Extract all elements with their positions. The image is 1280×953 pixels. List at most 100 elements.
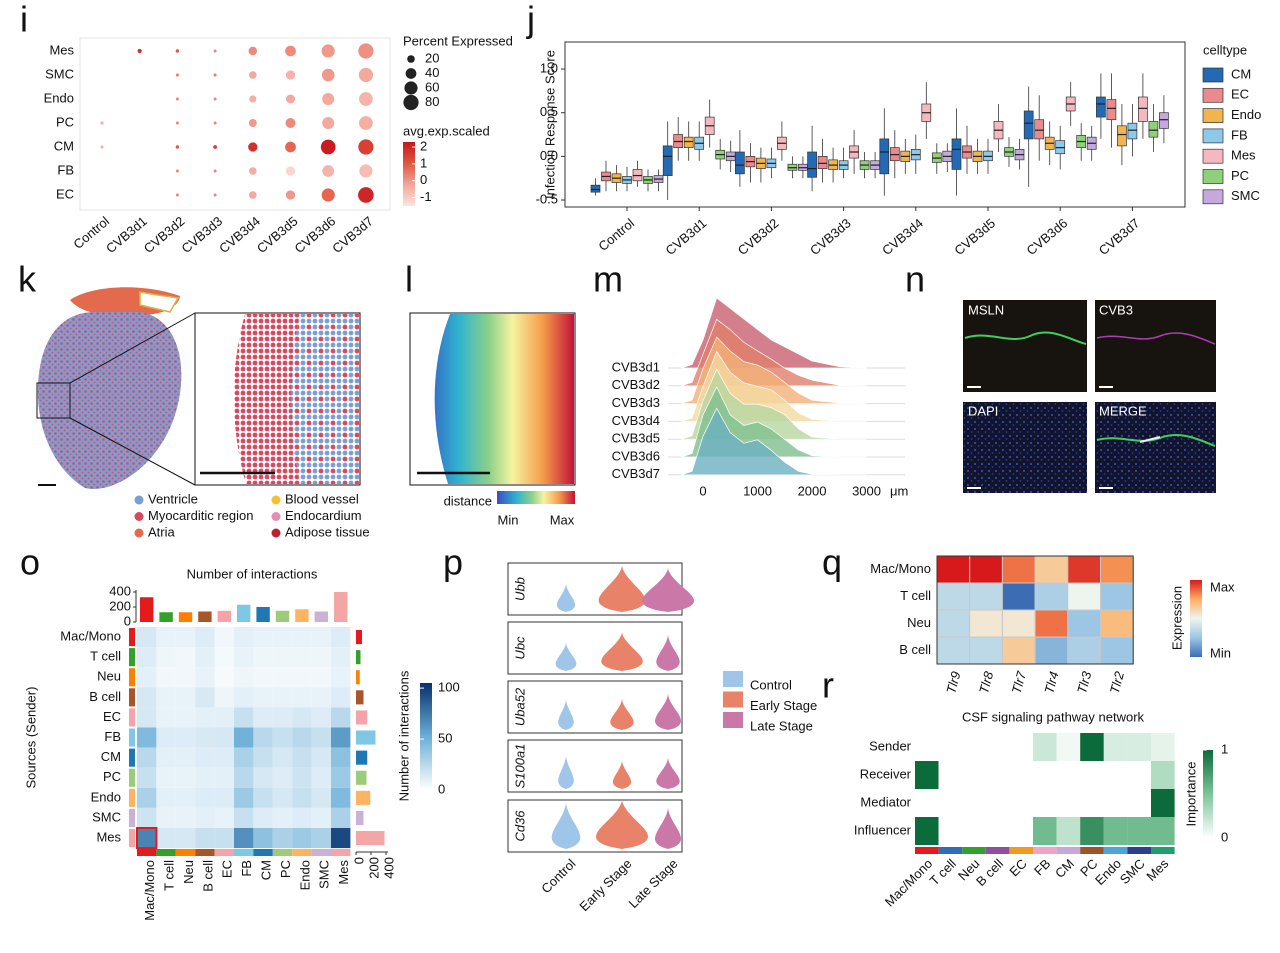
channel-label: CVB3	[1099, 302, 1133, 317]
x-tick-label: 2000	[798, 483, 827, 498]
bar-tick-label: 200	[366, 857, 381, 879]
col-label: FB	[239, 860, 254, 877]
cell	[156, 687, 176, 708]
box	[1034, 119, 1045, 140]
cell	[214, 747, 234, 768]
violin	[598, 565, 646, 612]
violin	[612, 760, 632, 789]
legend-label: SMC	[1231, 188, 1260, 203]
x-tick-label: CVB3d2	[141, 213, 188, 256]
cell	[195, 627, 215, 648]
highlight-box	[136, 827, 158, 850]
cell	[1034, 555, 1069, 584]
legend-dot	[403, 94, 419, 111]
colorbar-label: 50	[438, 730, 452, 745]
dot	[358, 43, 374, 59]
series-label: CVB3d3	[612, 395, 660, 410]
series-label: CVB3d2	[612, 377, 660, 392]
cell	[331, 807, 351, 828]
stain-signal	[964, 331, 1087, 345]
dot	[321, 44, 335, 58]
cell	[253, 727, 273, 748]
legend-label: 40	[425, 65, 439, 80]
cell	[1067, 636, 1102, 665]
dot	[100, 121, 104, 125]
cell	[253, 667, 273, 688]
cell	[156, 807, 176, 828]
dot	[248, 46, 258, 56]
panel-label: p	[443, 542, 463, 583]
legend-swatch	[723, 671, 743, 687]
row-label: Influencer	[854, 822, 912, 837]
legend-label: PC	[1231, 168, 1249, 183]
cell	[311, 828, 331, 849]
row-label: B cell	[899, 642, 931, 657]
col-strip	[1009, 847, 1033, 854]
cell	[253, 707, 273, 728]
legend-label: 60	[425, 79, 439, 94]
cell	[175, 727, 196, 748]
x-tick-label: 1000	[743, 483, 772, 498]
legend-swatch	[134, 528, 144, 538]
y-tick-label: FB	[57, 162, 74, 177]
top-bar	[314, 611, 328, 622]
panel-label: q	[822, 542, 842, 583]
cell	[1033, 817, 1057, 845]
col-strip	[214, 849, 234, 856]
box	[1106, 99, 1117, 121]
violin	[558, 755, 574, 789]
top-bar	[198, 611, 212, 622]
violin	[656, 634, 680, 671]
cell	[985, 761, 1010, 789]
dot	[175, 121, 179, 125]
right-bar	[356, 690, 364, 705]
y-tick-label: -0.5	[536, 191, 558, 206]
legend-label: FB	[1231, 127, 1248, 142]
y-tick-label: 0.0	[540, 148, 558, 163]
cell	[331, 647, 351, 668]
distance-image	[409, 312, 576, 504]
legend-label: Mes	[1231, 148, 1256, 163]
right-bar	[356, 770, 367, 785]
col-strip	[272, 849, 293, 856]
cell	[214, 687, 234, 708]
col-label: Tlr7	[1009, 669, 1029, 695]
cell	[936, 636, 971, 665]
dot	[100, 145, 104, 149]
cell	[156, 747, 176, 768]
cell	[234, 787, 254, 808]
cell	[936, 582, 971, 611]
dot	[321, 188, 335, 202]
dot	[285, 45, 296, 57]
row-label: Neu	[907, 615, 931, 630]
chart-title: Number of interactions	[187, 566, 318, 581]
col-label: SMC	[1117, 856, 1148, 887]
cell	[156, 627, 176, 648]
x-tick-label: CVB3d6	[292, 213, 339, 256]
bar-tick-label: 0	[351, 857, 366, 864]
cell	[253, 767, 273, 788]
cell	[272, 787, 293, 808]
cell	[175, 828, 196, 849]
cell	[272, 828, 293, 849]
panel-label: j	[526, 0, 535, 40]
violin	[610, 698, 634, 730]
legend-label: 80	[425, 94, 439, 109]
col-strip	[234, 849, 254, 856]
cell	[195, 647, 215, 668]
dot	[175, 169, 179, 173]
legend-swatch	[1202, 148, 1224, 164]
col-label: Endo	[1092, 856, 1124, 888]
cell	[969, 609, 1003, 638]
cell	[253, 787, 273, 808]
panel-label: m	[593, 259, 623, 300]
legend-swatch	[134, 512, 144, 521]
cell	[331, 747, 351, 768]
bar-tick-label: 0	[124, 613, 131, 628]
cell	[253, 627, 273, 648]
cell	[292, 828, 312, 849]
cell	[234, 627, 254, 648]
bar-tick-label: 400	[381, 857, 396, 879]
